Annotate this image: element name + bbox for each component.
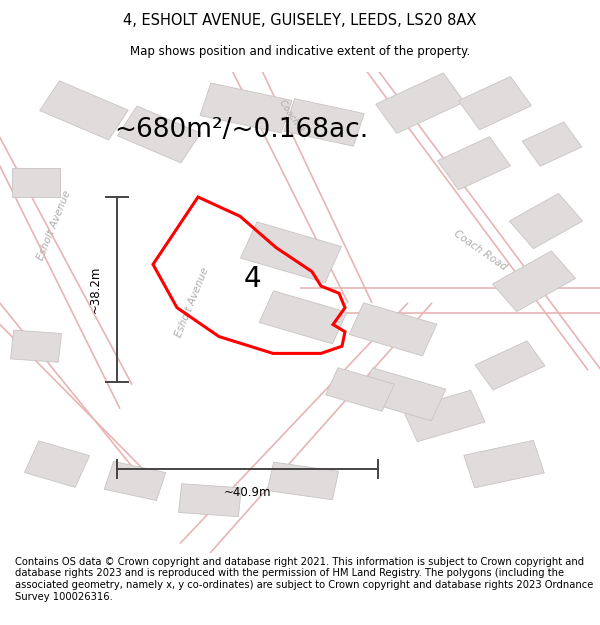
Polygon shape [118,106,200,163]
Polygon shape [509,194,583,249]
Text: Esholt Avenue: Esholt Avenue [173,266,211,339]
Polygon shape [12,168,60,197]
Polygon shape [493,251,575,312]
Polygon shape [403,390,485,442]
Polygon shape [284,99,364,146]
Polygon shape [475,341,545,390]
Polygon shape [259,291,347,344]
Polygon shape [358,368,446,421]
Polygon shape [349,303,437,356]
Polygon shape [464,441,544,488]
Polygon shape [268,462,338,500]
Polygon shape [241,222,341,282]
Polygon shape [200,83,292,133]
Polygon shape [326,368,394,411]
Text: ~40.9m: ~40.9m [224,486,271,499]
Polygon shape [522,122,582,166]
Polygon shape [25,441,89,488]
Text: 4, ESHOLT AVENUE, GUISELEY, LEEDS, LS20 8AX: 4, ESHOLT AVENUE, GUISELEY, LEEDS, LS20 … [124,12,476,28]
Text: Map shows position and indicative extent of the property.: Map shows position and indicative extent… [130,45,470,58]
Text: Contains OS data © Crown copyright and database right 2021. This information is : Contains OS data © Crown copyright and d… [15,557,593,601]
Polygon shape [458,76,532,130]
Text: Coach Road: Coach Road [452,228,508,272]
Text: Coach R…: Coach R… [278,98,310,142]
Text: Esholt Avenue: Esholt Avenue [35,189,73,262]
Text: ~680m²/~0.168ac.: ~680m²/~0.168ac. [114,117,368,142]
Polygon shape [437,137,511,190]
Polygon shape [104,461,166,501]
Polygon shape [11,330,61,362]
Text: 4: 4 [243,265,261,292]
Polygon shape [40,81,128,140]
Polygon shape [376,73,464,133]
Text: ~38.2m: ~38.2m [89,266,102,313]
Polygon shape [179,484,241,517]
